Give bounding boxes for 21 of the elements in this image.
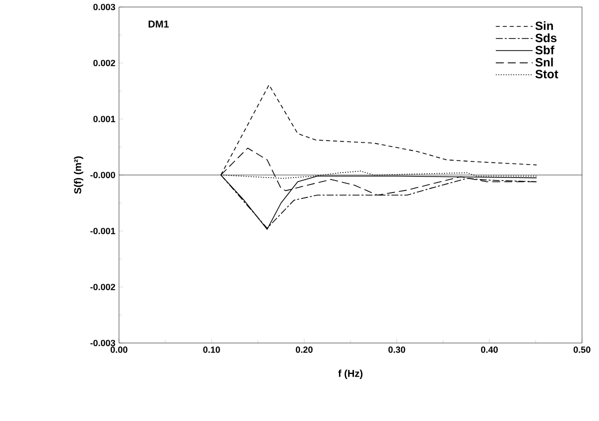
x-tick-label: 0.20 xyxy=(296,346,313,353)
y-tick-label: -0.002 xyxy=(90,284,116,290)
x-tick-label: 0.30 xyxy=(388,346,406,353)
legend-label: Sds xyxy=(535,33,556,42)
y-tick-label: -0.000 xyxy=(90,172,116,178)
x-tick-label: 0.50 xyxy=(574,346,590,353)
x-tick-label: 0.00 xyxy=(110,346,128,353)
legend-label: Sin xyxy=(535,21,553,30)
legend-label: Stot xyxy=(535,70,558,78)
y-tick-label: -0.003 xyxy=(90,340,116,346)
y-axis-title: S(f) (m²) xyxy=(74,156,84,194)
y-tick-label: 0.003 xyxy=(93,4,116,10)
annotation: DM1 xyxy=(148,20,169,28)
y-tick-label: 0.002 xyxy=(93,60,116,66)
x-tick-label: 0.40 xyxy=(481,346,498,353)
x-tick-label: 0.10 xyxy=(203,346,220,353)
legend-label: Snl xyxy=(535,58,553,66)
y-tick-label: 0.001 xyxy=(93,116,116,122)
y-tick-label: -0.001 xyxy=(90,228,116,234)
x-axis-title: f (Hz) xyxy=(338,370,362,379)
legend-label: Sbf xyxy=(535,46,554,54)
